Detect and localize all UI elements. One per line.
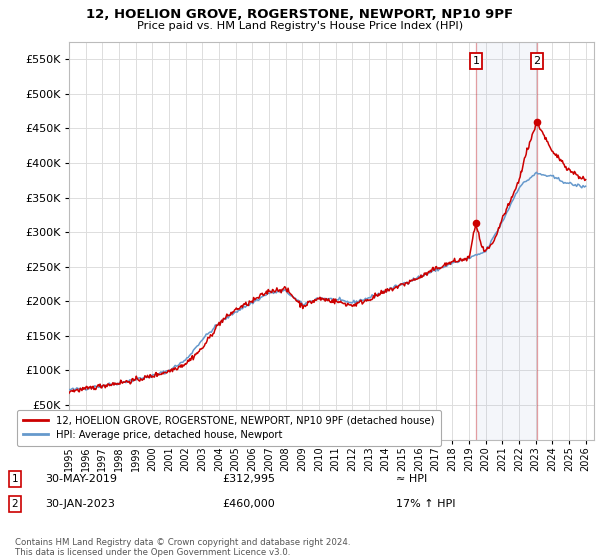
- Text: £460,000: £460,000: [222, 499, 275, 509]
- Text: 17% ↑ HPI: 17% ↑ HPI: [396, 499, 455, 509]
- Text: ≈ HPI: ≈ HPI: [396, 474, 427, 484]
- Text: 12, HOELION GROVE, ROGERSTONE, NEWPORT, NP10 9PF: 12, HOELION GROVE, ROGERSTONE, NEWPORT, …: [86, 8, 514, 21]
- Text: 30-JAN-2023: 30-JAN-2023: [45, 499, 115, 509]
- Legend: 12, HOELION GROVE, ROGERSTONE, NEWPORT, NP10 9PF (detached house), HPI: Average : 12, HOELION GROVE, ROGERSTONE, NEWPORT, …: [17, 410, 440, 446]
- Text: 2: 2: [11, 499, 19, 509]
- Text: Price paid vs. HM Land Registry's House Price Index (HPI): Price paid vs. HM Land Registry's House …: [137, 21, 463, 31]
- Text: 30-MAY-2019: 30-MAY-2019: [45, 474, 117, 484]
- Bar: [476, 42, 537, 440]
- Text: 2: 2: [533, 56, 541, 66]
- Text: 1: 1: [472, 56, 479, 66]
- Text: Contains HM Land Registry data © Crown copyright and database right 2024.
This d: Contains HM Land Registry data © Crown c…: [15, 538, 350, 557]
- Text: 1: 1: [11, 474, 19, 484]
- Text: £312,995: £312,995: [222, 474, 275, 484]
